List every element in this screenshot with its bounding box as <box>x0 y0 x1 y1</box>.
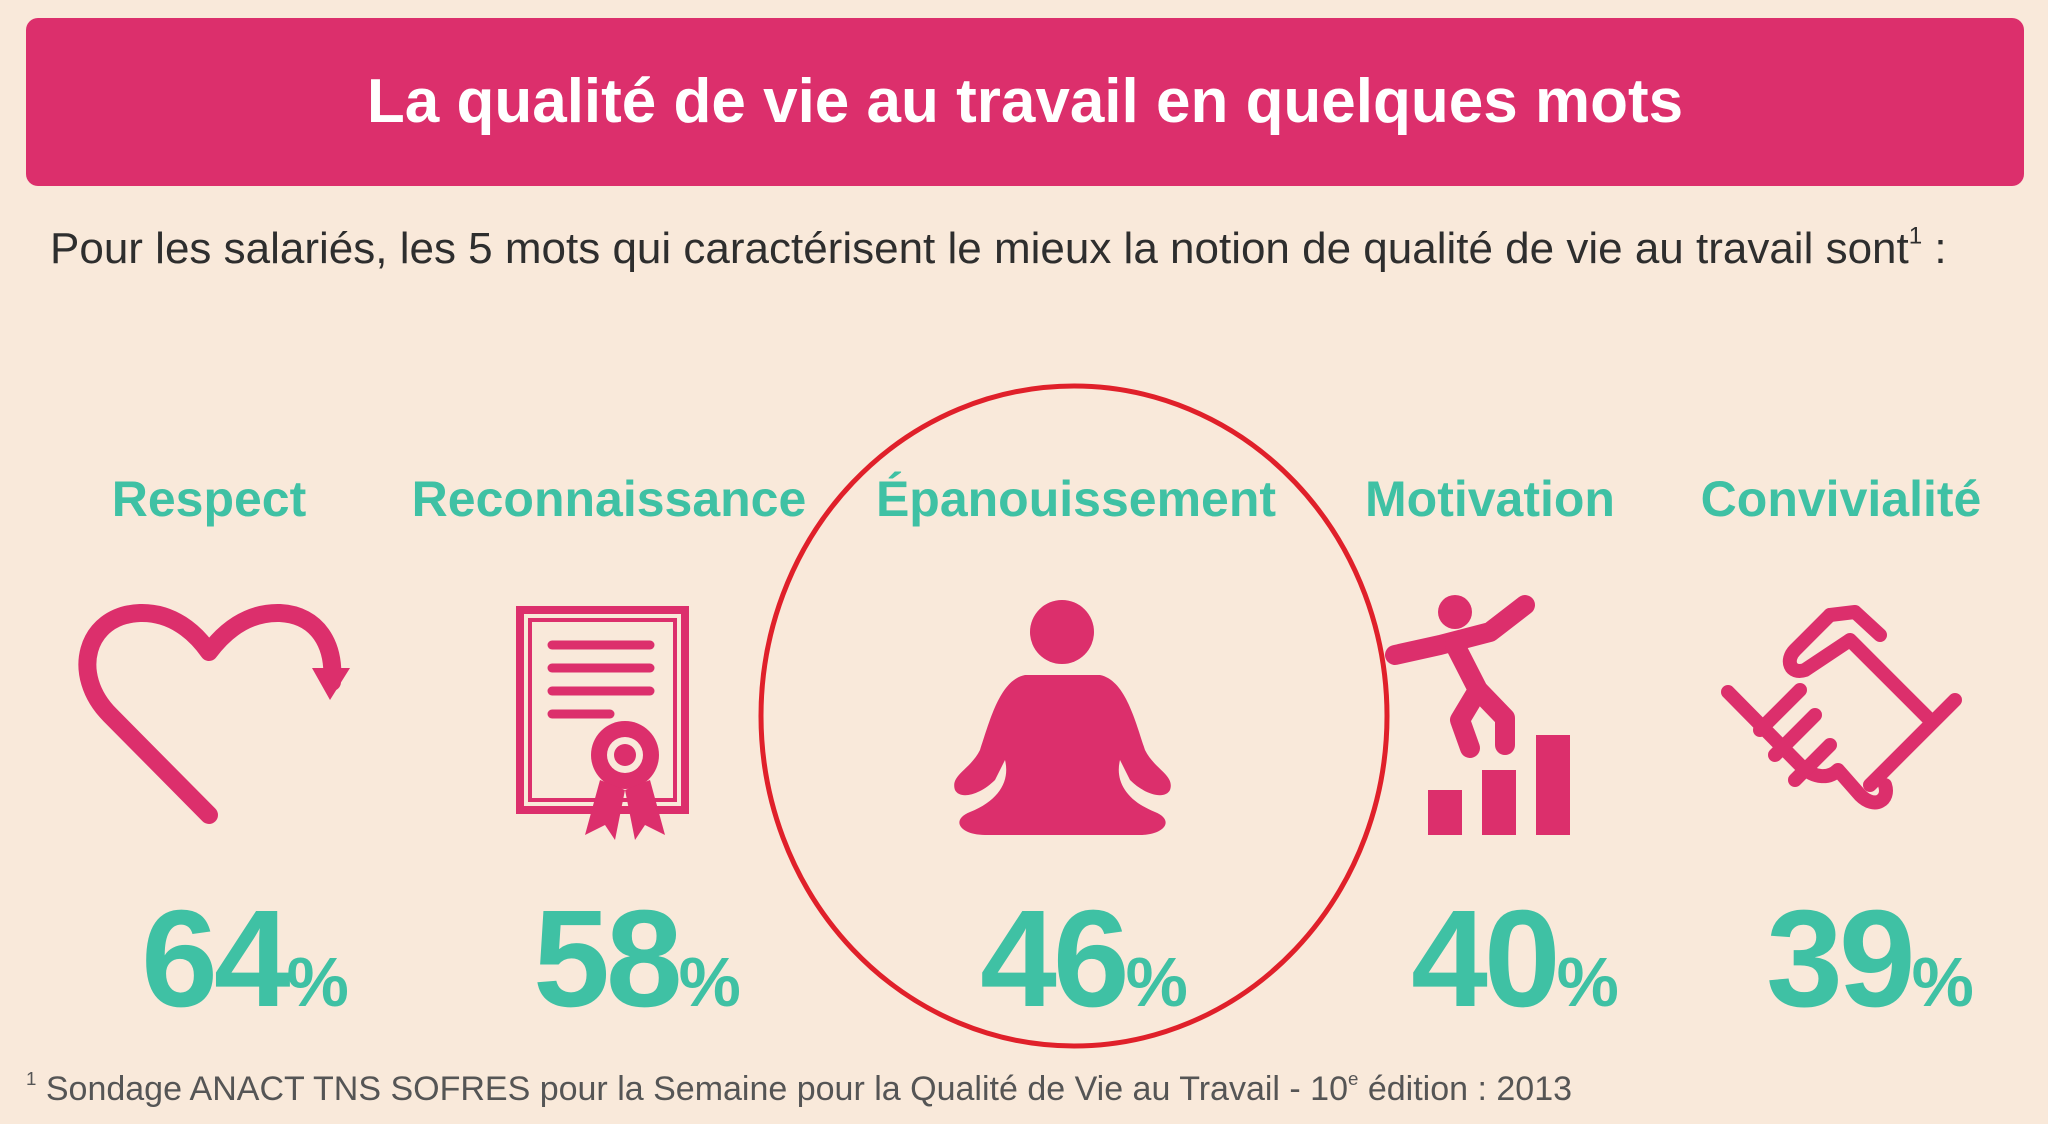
footnote-sup: e <box>1348 1068 1359 1090</box>
item-label: Motivation <box>1365 471 1615 527</box>
highlight-circle <box>758 383 1390 1049</box>
item-percent: 58% <box>417 880 857 1039</box>
reconnaissance-icon <box>516 606 689 840</box>
item-label: Épanouissement <box>875 471 1277 527</box>
respect-icon <box>78 604 350 824</box>
item-label: Convivialité <box>1700 471 1982 527</box>
motivation-icon <box>1385 595 1570 835</box>
item-label: Respect <box>111 471 307 527</box>
unit: % <box>1125 943 1188 1021</box>
convivialite-icon <box>1721 605 1962 810</box>
intro-text: Pour les salariés, les 5 mots qui caract… <box>50 224 1909 273</box>
footnote-marker: 1 <box>26 1068 37 1090</box>
unit: % <box>1556 943 1619 1021</box>
footnote-text: Sondage ANACT TNS SOFRES pour la Semaine… <box>36 1070 1348 1108</box>
item-percent: 64% <box>25 880 465 1039</box>
title: La qualité de vie au travail en quelques… <box>366 67 1684 136</box>
unit: % <box>286 943 349 1021</box>
item-percent: 46% <box>864 880 1304 1039</box>
number: 64 <box>141 882 290 1036</box>
footnote-tail: édition : 2013 <box>1358 1070 1573 1108</box>
footnote: 1 Sondage ANACT TNS SOFRES pour la Semai… <box>26 1068 1573 1109</box>
number: 39 <box>1766 882 1915 1036</box>
number: 46 <box>980 882 1129 1036</box>
item-percent: 40% <box>1295 880 1735 1039</box>
number: 58 <box>533 882 682 1036</box>
note-ref: 1 <box>1908 222 1923 250</box>
unit: % <box>1911 943 1974 1021</box>
unit: % <box>678 943 741 1021</box>
item-label: Reconnaissance <box>411 471 807 527</box>
title-bar <box>26 18 2024 186</box>
intro: Pour les salariés, les 5 mots qui caract… <box>50 218 2040 280</box>
epanouissement-icon <box>954 600 1171 835</box>
number: 40 <box>1411 882 1560 1036</box>
intro-tail: : <box>1922 224 1947 273</box>
item-percent: 39% <box>1650 880 2048 1039</box>
